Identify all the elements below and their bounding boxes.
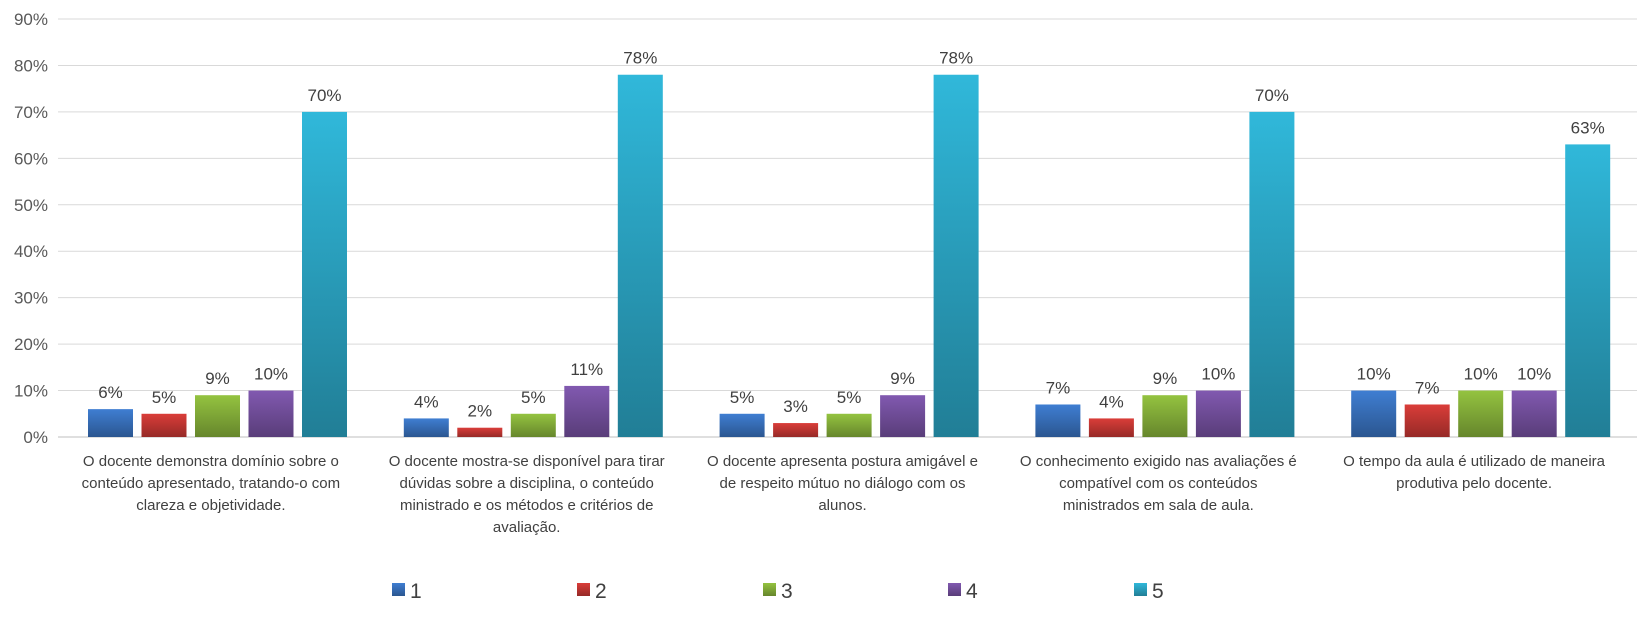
bar-series-1: [1351, 390, 1397, 437]
data-label: 10%: [1357, 365, 1391, 384]
data-label: 10%: [1464, 365, 1498, 384]
bar-series-2: [773, 423, 819, 437]
bar-series-1: [719, 413, 765, 437]
bar-series-4: [248, 390, 294, 437]
category-label: O docente apresenta postura amigável e de…: [707, 453, 978, 514]
y-tick-label: 80%: [14, 56, 48, 75]
y-axis-ticks: 0% 10% 20% 30% 40% 50% 60% 70% 80% 90%: [14, 10, 48, 447]
bar-series-5: [1565, 144, 1611, 437]
bar-series-2: [1088, 418, 1134, 437]
bar-series-3: [195, 395, 240, 437]
data-label: 78%: [939, 49, 973, 68]
legend-label: 1: [410, 580, 422, 603]
bars: [88, 74, 1611, 437]
y-tick-label: 50%: [14, 196, 48, 215]
bar-series-3: [1142, 395, 1188, 437]
bar-series-2: [141, 413, 187, 437]
data-label: 4%: [1099, 392, 1124, 411]
category-labels: O docente demonstra domínio sobre o conte…: [82, 453, 1606, 536]
legend: 1 2 3 4 5: [392, 580, 1164, 603]
bar-series-4: [1195, 390, 1241, 437]
legend-label: 3: [781, 580, 793, 603]
data-label: 11%: [570, 360, 603, 379]
legend-swatch-4: [948, 583, 961, 596]
data-label: 10%: [1517, 365, 1551, 384]
bar-series-4: [1511, 390, 1557, 437]
bar-series-1: [1035, 404, 1081, 437]
data-label: 3%: [783, 397, 808, 416]
y-tick-label: 30%: [14, 289, 48, 308]
data-labels: 6% 5% 9% 10% 70% 4% 2% 5% 11% 78% 5% 3% 5% 9% 78% 7% 4% 9…: [98, 49, 1605, 421]
data-label: 9%: [890, 369, 915, 388]
bar-series-3: [510, 413, 556, 437]
bar-series-5: [933, 74, 979, 437]
legend-swatch-1: [392, 583, 405, 596]
y-tick-label: 0%: [23, 428, 48, 447]
category-label: O tempo da aula é utilizado de maneira pr…: [1343, 453, 1605, 492]
data-label: 5%: [837, 388, 862, 407]
bar-series-2: [457, 427, 503, 437]
data-label: 5%: [521, 388, 546, 407]
bar-series-1: [403, 418, 449, 437]
category-label: O docente demonstra domínio sobre o conte…: [82, 453, 341, 514]
bar-series-5: [1249, 111, 1295, 437]
data-label: 9%: [205, 369, 230, 388]
bar-series-4: [564, 385, 610, 437]
legend-label: 4: [966, 580, 978, 603]
bar-series-4: [880, 395, 926, 437]
data-label: 6%: [98, 383, 123, 402]
y-tick-label: 90%: [14, 10, 48, 29]
y-tick-label: 60%: [14, 149, 48, 168]
legend-swatch-2: [577, 583, 590, 596]
data-label: 7%: [1415, 378, 1440, 397]
data-label: 63%: [1571, 118, 1605, 137]
legend-label: 5: [1152, 580, 1164, 603]
bar-series-2: [1404, 404, 1450, 437]
y-tick-label: 20%: [14, 335, 48, 354]
data-label: 2%: [468, 402, 493, 421]
category-label: O docente mostra-se disponível para tira…: [389, 453, 665, 536]
data-label: 7%: [1046, 378, 1071, 397]
data-label: 70%: [307, 86, 341, 105]
legend-label: 2: [595, 580, 607, 603]
data-label: 78%: [623, 49, 657, 68]
bar-series-1: [88, 409, 133, 437]
data-label: 4%: [414, 392, 439, 411]
data-label: 10%: [1201, 365, 1235, 384]
y-tick-label: 10%: [14, 382, 48, 401]
data-label: 70%: [1255, 86, 1289, 105]
bar-series-3: [826, 413, 872, 437]
y-tick-label: 70%: [14, 103, 48, 122]
gridlines: [58, 18, 1637, 438]
y-tick-label: 40%: [14, 242, 48, 261]
data-label: 5%: [730, 388, 755, 407]
data-label: 10%: [254, 365, 288, 384]
data-label: 9%: [1153, 369, 1178, 388]
legend-swatch-5: [1134, 583, 1147, 596]
legend-swatch-3: [763, 583, 776, 596]
bar-series-5: [617, 74, 663, 437]
bar-series-5: [302, 111, 347, 437]
data-label: 5%: [152, 388, 177, 407]
bar-series-3: [1458, 390, 1504, 437]
